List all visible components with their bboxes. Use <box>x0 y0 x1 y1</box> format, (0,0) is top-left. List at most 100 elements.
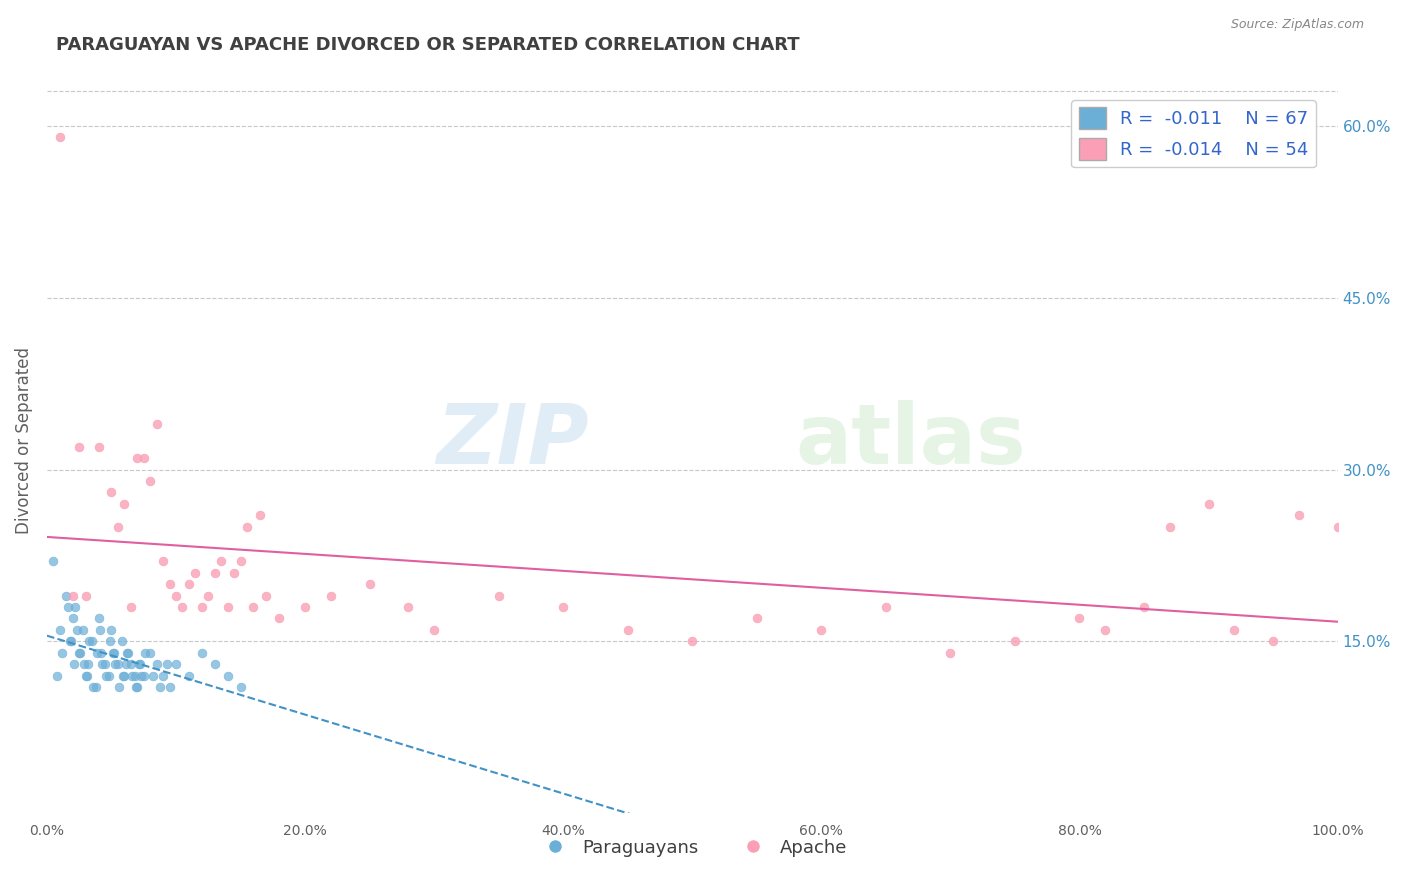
Legend: Paraguayans, Apache: Paraguayans, Apache <box>530 831 855 863</box>
Point <box>96 669 118 683</box>
Point <box>139 646 162 660</box>
Point <box>89 623 111 637</box>
Point <box>1004 634 1026 648</box>
Point <box>62 589 84 603</box>
Point <box>42 554 65 568</box>
Text: PARAGUAYAN VS APACHE DIVORCED OR SEPARATED CORRELATION CHART: PARAGUAYAN VS APACHE DIVORCED OR SEPARAT… <box>56 36 800 54</box>
Point <box>184 566 207 580</box>
Point <box>177 669 200 683</box>
Point <box>87 611 110 625</box>
Point <box>55 589 77 603</box>
Point <box>90 646 112 660</box>
Point <box>254 589 277 603</box>
Point <box>128 657 150 672</box>
Point <box>242 600 264 615</box>
Point <box>191 600 214 615</box>
Point <box>745 611 768 625</box>
Point <box>97 669 120 683</box>
Point <box>112 669 135 683</box>
Point <box>810 623 832 637</box>
Point <box>51 646 73 660</box>
Point <box>72 623 94 637</box>
Point <box>63 657 86 672</box>
Point <box>139 474 162 488</box>
Point <box>681 634 703 648</box>
Point <box>229 680 252 694</box>
Point <box>236 520 259 534</box>
Point <box>145 417 167 431</box>
Point <box>359 577 381 591</box>
Point <box>172 600 194 615</box>
Point <box>1223 623 1246 637</box>
Point <box>294 600 316 615</box>
Point <box>159 577 181 591</box>
Point <box>75 669 97 683</box>
Point <box>103 646 125 660</box>
Point <box>204 657 226 672</box>
Point <box>100 623 122 637</box>
Point <box>87 440 110 454</box>
Text: ZIP: ZIP <box>436 401 589 482</box>
Point <box>127 680 149 694</box>
Point <box>269 611 291 625</box>
Point <box>117 646 139 660</box>
Point <box>67 646 90 660</box>
Point <box>152 669 174 683</box>
Point <box>65 600 87 615</box>
Point <box>423 623 446 637</box>
Point <box>125 680 148 694</box>
Point <box>1069 611 1091 625</box>
Point <box>120 600 142 615</box>
Point <box>165 589 187 603</box>
Point <box>128 657 150 672</box>
Point <box>75 589 97 603</box>
Point <box>112 669 135 683</box>
Y-axis label: Divorced or Separated: Divorced or Separated <box>15 347 32 534</box>
Point <box>73 657 96 672</box>
Point <box>222 566 245 580</box>
Point <box>132 669 155 683</box>
Point <box>60 634 83 648</box>
Point <box>132 451 155 466</box>
Point <box>142 669 165 683</box>
Point <box>112 497 135 511</box>
Point <box>1261 634 1284 648</box>
Point <box>94 657 117 672</box>
Point <box>1133 600 1156 615</box>
Point <box>177 577 200 591</box>
Point <box>86 646 108 660</box>
Point <box>149 680 172 694</box>
Point <box>197 589 219 603</box>
Point <box>76 669 98 683</box>
Point <box>67 440 90 454</box>
Point <box>553 600 575 615</box>
Point <box>59 634 82 648</box>
Point <box>127 451 149 466</box>
Text: atlas: atlas <box>796 401 1026 482</box>
Point <box>875 600 897 615</box>
Point <box>56 600 79 615</box>
Point <box>111 634 134 648</box>
Point <box>249 508 271 523</box>
Point <box>49 130 72 145</box>
Point <box>120 657 142 672</box>
Point <box>1094 623 1116 637</box>
Point <box>217 600 239 615</box>
Point <box>46 669 69 683</box>
Point <box>98 634 121 648</box>
Text: Source: ZipAtlas.com: Source: ZipAtlas.com <box>1230 18 1364 31</box>
Point <box>82 680 104 694</box>
Point <box>80 634 103 648</box>
Point <box>79 634 101 648</box>
Point <box>939 646 962 660</box>
Point <box>1326 520 1348 534</box>
Point <box>396 600 419 615</box>
Point <box>101 646 124 660</box>
Point <box>69 646 91 660</box>
Point <box>319 589 342 603</box>
Point <box>65 623 87 637</box>
Point <box>115 646 138 660</box>
Point <box>217 669 239 683</box>
Point <box>165 657 187 672</box>
Point <box>204 566 226 580</box>
